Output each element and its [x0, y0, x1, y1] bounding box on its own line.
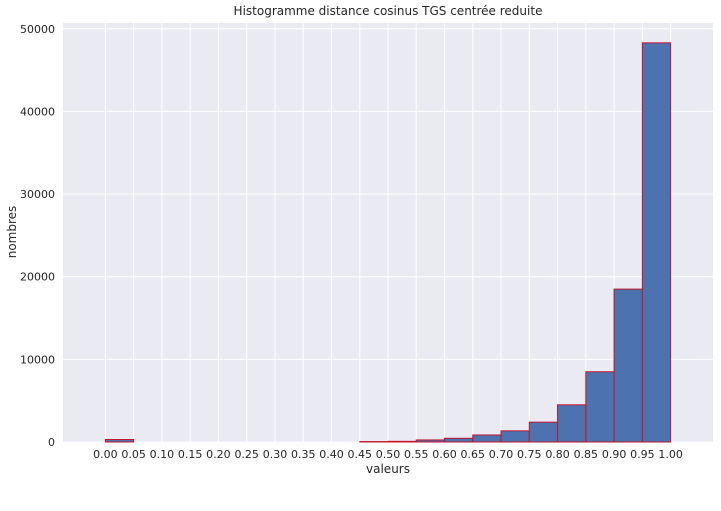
x-tick-label: 0.50	[376, 448, 401, 461]
x-axis-label: valeurs	[366, 462, 410, 476]
x-tick-label: 0.85	[574, 448, 599, 461]
x-tick-label: 0.90	[602, 448, 627, 461]
y-tick-label: 50000	[20, 23, 55, 36]
x-axis-ticks: 0.00 0.05 0.10 0.15 0.20 0.25 0.30 0.35 0.40 0.45…	[93, 448, 683, 461]
y-tick-label: 20000	[20, 271, 55, 284]
y-axis-ticks: 0 10000 20000 30000 40000 50000	[20, 23, 55, 449]
y-tick-label: 0	[48, 436, 55, 449]
y-axis-label: nombres	[5, 206, 19, 259]
bars	[104, 42, 672, 443]
histogram-bar	[444, 437, 474, 443]
x-tick-label: 0.65	[461, 448, 486, 461]
x-tick-label: 0.60	[432, 448, 457, 461]
x-tick-label: 0.75	[517, 448, 542, 461]
x-tick-label: 0.25	[234, 448, 259, 461]
x-tick-label: 0.70	[489, 448, 514, 461]
histogram-bar	[641, 42, 672, 443]
x-tick-label: 0.05	[121, 448, 146, 461]
x-tick-label: 0.00	[93, 448, 118, 461]
histogram-bar	[557, 404, 587, 443]
x-tick-label: 0.55	[404, 448, 429, 461]
x-tick-label: 0.80	[545, 448, 570, 461]
x-tick-label: 1.00	[658, 448, 683, 461]
x-tick-label: 0.40	[319, 448, 344, 461]
x-tick-label: 0.10	[150, 448, 175, 461]
x-tick-label: 0.15	[178, 448, 203, 461]
histogram-bar	[472, 434, 502, 443]
histogram-bar	[585, 371, 615, 443]
histogram-bar	[387, 440, 417, 443]
x-tick-label: 0.35	[291, 448, 316, 461]
x-tick-label: 0.45	[347, 448, 372, 461]
histogram-bar	[613, 288, 643, 443]
y-tick-label: 40000	[20, 105, 55, 118]
histogram-bar	[500, 430, 530, 443]
chart-title: Histogramme distance cosinus TGS centrée…	[234, 4, 543, 18]
histogram-bar	[104, 439, 135, 443]
x-tick-label: 0.95	[630, 448, 655, 461]
y-tick-label: 10000	[20, 353, 55, 366]
histogram-bar	[528, 421, 559, 443]
x-tick-label: 0.20	[206, 448, 231, 461]
x-tick-label: 0.30	[263, 448, 288, 461]
histogram-bar	[415, 439, 446, 443]
y-tick-label: 30000	[20, 188, 55, 201]
